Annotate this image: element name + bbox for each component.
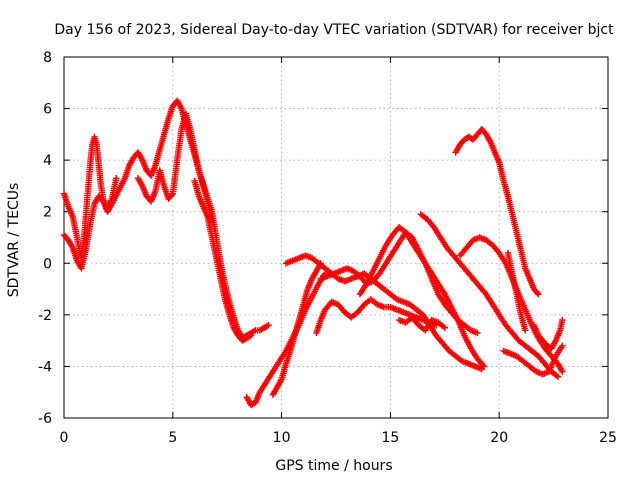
data-point [265, 321, 272, 329]
data-point [522, 327, 529, 334]
data-point [559, 368, 566, 375]
y-tick-label: -2 [38, 308, 52, 324]
data-point [474, 329, 481, 337]
axis-ticks: 0 5 10 15 20 25 -6 -4 -2 0 2 4 6 8 [38, 50, 617, 446]
series-trace-8 [313, 296, 440, 337]
x-tick-label: 10 [273, 430, 291, 446]
x-tick-label: 0 [60, 430, 69, 446]
series-trace-10 [356, 223, 488, 370]
x-tick-label: 15 [381, 430, 399, 446]
y-tick-label: 0 [43, 256, 52, 272]
y-tick-label: 8 [43, 50, 52, 66]
x-tick-label: 25 [599, 430, 617, 446]
y-tick-label: 6 [43, 102, 52, 118]
x-tick-label: 20 [490, 430, 508, 446]
series-trace-5 [243, 270, 329, 409]
data-point [535, 291, 542, 298]
y-tick-label: 4 [43, 153, 52, 169]
data-point [534, 289, 541, 297]
data-point [554, 373, 562, 380]
series-trace-6 [269, 260, 324, 398]
y-tick-label: -6 [38, 411, 52, 427]
data-points [60, 97, 566, 409]
series-trace-2 [60, 174, 120, 272]
y-axis-label: SDTVAR / TECUs [6, 183, 22, 298]
x-tick-label: 5 [168, 430, 177, 446]
data-point [559, 342, 566, 349]
data-point [480, 363, 488, 370]
series-trace-16 [530, 316, 566, 352]
series-trace-14 [452, 126, 542, 298]
data-point [441, 324, 448, 331]
series-trace-17 [504, 249, 529, 334]
data-point [168, 191, 175, 199]
chart-title: Day 156 of 2023, Sidereal Day-to-day VTE… [54, 22, 614, 38]
y-tick-label: -4 [38, 359, 52, 375]
x-axis-label: GPS time / hours [275, 458, 392, 474]
data-point [247, 332, 255, 339]
data-point [113, 174, 120, 182]
y-tick-label: 2 [43, 205, 52, 221]
series-trace-15 [500, 342, 566, 378]
series-trace-4 [191, 177, 255, 344]
series-trace-11 [395, 314, 448, 334]
data-point [559, 316, 566, 324]
